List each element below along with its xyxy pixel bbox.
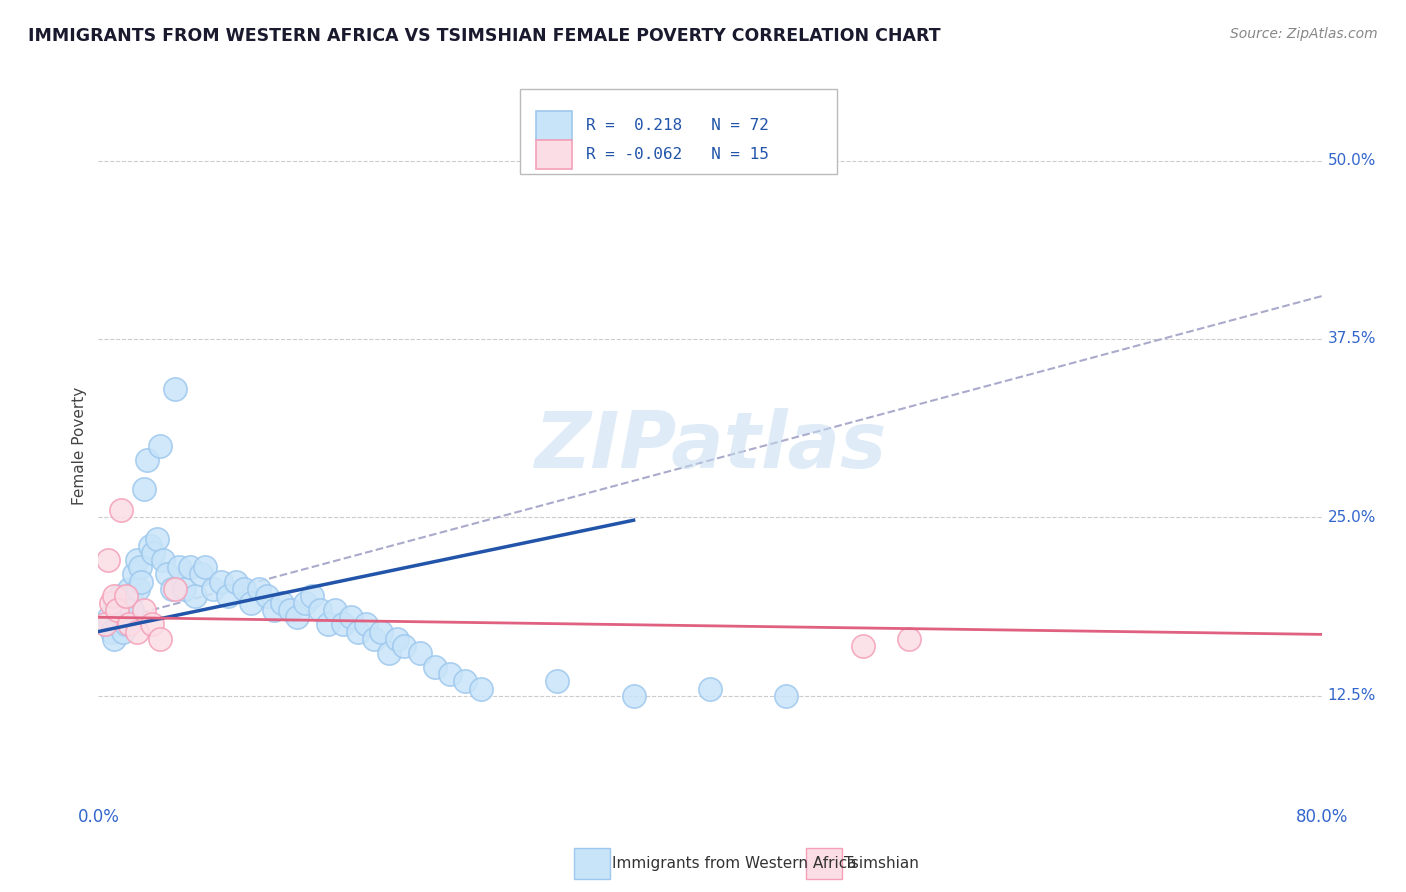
Point (623, 689, 645, 703)
Point (134, 482, 156, 496)
Point (125, 624, 148, 639)
Point (115, 617, 138, 632)
Point (256, 589, 278, 603)
Point (184, 589, 207, 603)
Point (105, 603, 128, 617)
Point (370, 624, 392, 639)
Point (354, 617, 377, 632)
Point (110, 610, 132, 624)
Point (278, 603, 301, 617)
Point (107, 617, 129, 632)
Point (115, 589, 138, 603)
Point (105, 603, 128, 617)
Point (247, 582, 270, 596)
Point (93, 617, 115, 632)
Y-axis label: Female Poverty: Female Poverty (72, 387, 87, 505)
Point (202, 582, 225, 596)
Point (103, 589, 125, 603)
Point (309, 603, 332, 617)
Point (179, 560, 201, 574)
Point (546, 674, 568, 689)
Point (301, 589, 323, 603)
Point (120, 589, 142, 603)
Point (347, 624, 370, 639)
Point (363, 632, 385, 646)
Point (122, 567, 145, 582)
Point (128, 560, 150, 574)
Point (100, 596, 122, 610)
Text: Tsimshian: Tsimshian (844, 856, 918, 871)
Point (190, 567, 212, 582)
Point (160, 582, 183, 596)
Point (103, 632, 125, 646)
Point (149, 632, 172, 646)
Point (316, 617, 339, 632)
Point (134, 603, 156, 617)
Point (98, 610, 121, 624)
Point (173, 582, 195, 596)
Point (97, 553, 120, 567)
Point (163, 582, 186, 596)
Point (339, 610, 361, 624)
Text: 37.5%: 37.5% (1327, 332, 1376, 346)
Point (408, 646, 430, 660)
Point (127, 582, 149, 596)
Point (111, 624, 134, 639)
Text: R = -0.062   N = 15: R = -0.062 N = 15 (586, 147, 769, 161)
Point (118, 617, 141, 632)
Text: Source: ZipAtlas.com: Source: ZipAtlas.com (1230, 27, 1378, 41)
Point (156, 567, 179, 582)
Point (470, 681, 492, 696)
Point (142, 546, 165, 560)
Point (112, 603, 135, 617)
Point (129, 574, 152, 589)
Point (423, 660, 446, 674)
Point (209, 574, 232, 589)
Point (325, 603, 347, 617)
Point (121, 603, 143, 617)
Point (285, 610, 308, 624)
Point (392, 639, 416, 653)
Point (110, 503, 132, 517)
Point (194, 560, 217, 574)
Point (332, 617, 354, 632)
Point (217, 589, 239, 603)
Point (104, 596, 127, 610)
Text: ZIPatlas: ZIPatlas (534, 408, 886, 484)
Point (125, 553, 148, 567)
Text: IMMIGRANTS FROM WESTERN AFRICA VS TSIMSHIAN FEMALE POVERTY CORRELATION CHART: IMMIGRANTS FROM WESTERN AFRICA VS TSIMSH… (28, 27, 941, 45)
Point (454, 674, 477, 689)
Text: 12.5%: 12.5% (1327, 689, 1376, 703)
Point (94, 617, 117, 632)
Point (439, 667, 461, 681)
Text: 50.0%: 50.0% (1327, 153, 1376, 168)
Text: R =  0.218   N = 72: R = 0.218 N = 72 (586, 118, 769, 133)
Point (385, 632, 408, 646)
Point (145, 532, 167, 546)
Point (699, 681, 721, 696)
Point (118, 582, 141, 596)
Point (169, 560, 191, 574)
Point (139, 539, 162, 553)
Point (141, 617, 163, 632)
Point (263, 603, 285, 617)
Point (108, 589, 131, 603)
Point (163, 382, 186, 396)
Point (225, 574, 247, 589)
Point (149, 439, 172, 453)
Point (270, 596, 292, 610)
Point (775, 689, 797, 703)
Point (897, 632, 920, 646)
Point (294, 596, 316, 610)
Point (136, 453, 159, 467)
Point (117, 596, 139, 610)
Text: Immigrants from Western Africa: Immigrants from Western Africa (612, 856, 856, 871)
Point (852, 639, 875, 653)
Text: 25.0%: 25.0% (1327, 510, 1376, 524)
Point (152, 553, 174, 567)
Point (101, 624, 124, 639)
Point (232, 582, 254, 596)
Point (240, 596, 263, 610)
Point (378, 646, 401, 660)
